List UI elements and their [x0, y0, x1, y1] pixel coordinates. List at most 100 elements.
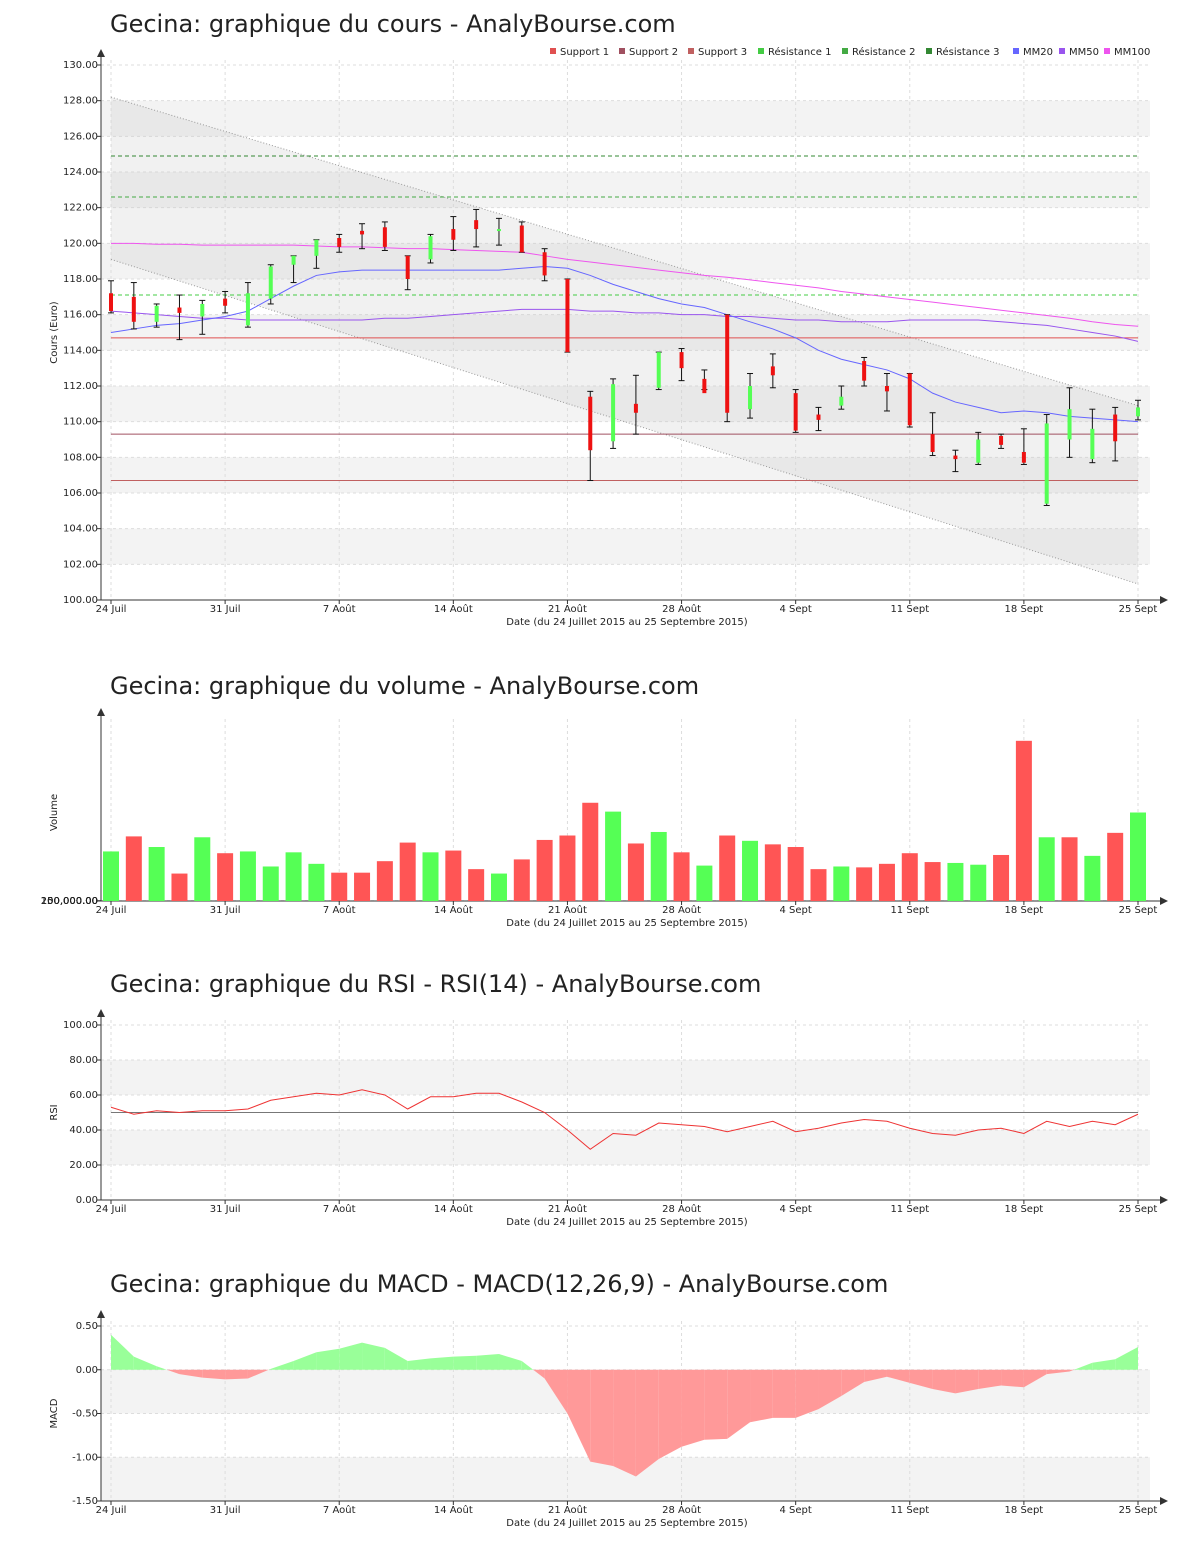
mm20-line [110, 266, 1139, 423]
volume-bar-down [217, 853, 234, 901]
grid-band [101, 172, 1150, 208]
x-tick-label: 25 Sept [1119, 905, 1158, 916]
legend-label: MM50 [1069, 47, 1099, 58]
grid-band [101, 314, 1150, 351]
x-tick-label: 21 Août [548, 603, 587, 615]
macd-area-negative [704, 1369, 728, 1440]
volume-bar-down [924, 862, 941, 901]
y-axis-title: RSI [49, 1104, 60, 1120]
x-axis-title: Date (du 24 Juillet 2015 au 25 Septembre… [506, 1518, 747, 1529]
volume-panel: Gecina: graphique du volume - AnalyBours… [0, 640, 1200, 940]
mm100-line [111, 242, 1139, 327]
x-tick-label: 25 Sept [1119, 1505, 1158, 1516]
macd-area-positive [1074, 1362, 1093, 1370]
x-tick-label: 25 Sept [1119, 1204, 1158, 1215]
volume-bar-down [627, 843, 644, 901]
macd-area-negative [1069, 1369, 1075, 1372]
x-axis-title: Date (du 24 Juillet 2015 au 25 Septembre… [506, 617, 747, 628]
macd-area-positive [268, 1368, 271, 1370]
candle-body-up [748, 386, 753, 410]
candle-body-up [200, 303, 205, 317]
rsi-chart-title: Gecina: graphique du RSI - RSI(14) - Ana… [110, 970, 762, 998]
x-tick-label: 18 Sept [1005, 1204, 1044, 1215]
y-tick-label: -1.50 [72, 1496, 98, 1507]
candle-body-down [565, 279, 570, 353]
volume-bar-down [445, 850, 462, 901]
x-tick-label: 24 Juil [96, 1505, 127, 1516]
volume-bar-up [490, 873, 507, 901]
x-tick-label: 28 Août [662, 904, 701, 916]
candle-body-up [1044, 423, 1049, 504]
volume-bar-up [1038, 837, 1055, 901]
macd-area-positive [316, 1348, 340, 1370]
macd-area-negative [590, 1369, 614, 1466]
y-tick-label: 128.00 [63, 96, 98, 107]
candle-body-down [1113, 414, 1118, 442]
candle-body-up [611, 384, 616, 442]
legend-swatch [758, 48, 764, 54]
candle-body-down [223, 298, 228, 306]
candle-body-down [862, 361, 867, 381]
y-tick-label: 130.00 [63, 60, 98, 71]
y-tick-label: -1.00 [72, 1452, 98, 1463]
x-tick-label: 21 Août [548, 1203, 587, 1215]
candle-body-down [633, 403, 638, 413]
macd-area-negative [750, 1369, 773, 1423]
y-tick-label: 124.00 [63, 167, 98, 178]
macd-area-negative [795, 1369, 819, 1418]
price-chart: 100.00 102.00 104.00 106.00 108.00 110.00 112.… [49, 46, 1168, 628]
y-axis-arrow [97, 49, 105, 57]
macd-area-negative [841, 1369, 865, 1396]
legend-label: MM100 [1114, 47, 1150, 58]
x-tick-label: 14 Août [434, 1504, 473, 1516]
x-tick-label: 4 Sept [780, 1204, 812, 1215]
y-tick-label: 100.00 [63, 1020, 98, 1031]
legend-swatch [688, 48, 694, 54]
legend-label: MM20 [1023, 47, 1053, 58]
price-panel: Gecina: graphique du cours - AnalyBourse… [0, 0, 1200, 640]
candle-body-up [496, 229, 501, 232]
volume-bar-up [696, 865, 713, 901]
candle-body-down [884, 386, 889, 392]
x-tick-label: 4 Sept [780, 1505, 812, 1516]
volume-chart-title: Gecina: graphique du volume - AnalyBours… [110, 672, 700, 700]
volume-bar-up [833, 866, 850, 901]
x-tick-label: 7 Août [323, 603, 356, 615]
grid-band [101, 528, 1150, 565]
y-axis-title: Cours (Euro) [49, 301, 60, 364]
volume-bar-down [399, 842, 416, 901]
macd-area-negative [567, 1369, 591, 1462]
macd-chart-title: Gecina: graphique du MACD - MACD(12,26,9… [110, 1270, 889, 1298]
candle-body-down [337, 237, 342, 247]
macd-area-positive [521, 1361, 534, 1370]
y-tick-label: -0.50 [72, 1409, 98, 1420]
macd-area-negative [635, 1369, 659, 1477]
legend-label: Support 2 [629, 47, 678, 58]
volume-bar-down [354, 872, 371, 901]
candle-body-down [953, 455, 958, 460]
y-tick-label: 0.00 [76, 1195, 98, 1206]
x-axis-arrow [1160, 596, 1168, 604]
legend-label: Résistance 3 [936, 46, 999, 58]
legend-swatch [619, 48, 625, 54]
macd-area-positive [362, 1342, 385, 1370]
macd-area-positive [407, 1358, 431, 1370]
macd-area-positive [270, 1361, 294, 1370]
grid-band [101, 100, 1150, 137]
legend-label: Support 1 [560, 47, 609, 58]
volume-bar-up [947, 862, 964, 901]
y-tick-label: 20.00 [69, 1160, 98, 1171]
volume-bar-up [103, 851, 119, 901]
macd-area-negative [727, 1369, 751, 1439]
volume-bar-down [331, 872, 348, 901]
macd-area-negative [818, 1369, 842, 1410]
volume-bar-down [376, 861, 393, 901]
macd-area-positive [476, 1354, 499, 1370]
grid-band [101, 386, 1150, 422]
grid-band [101, 1130, 1150, 1165]
volume-bar-down [536, 839, 553, 901]
candle-body-down [405, 255, 410, 279]
macd-area-negative [772, 1369, 796, 1418]
legend-swatch [842, 48, 848, 54]
y-tick-label: 150,000.00 [41, 896, 98, 907]
